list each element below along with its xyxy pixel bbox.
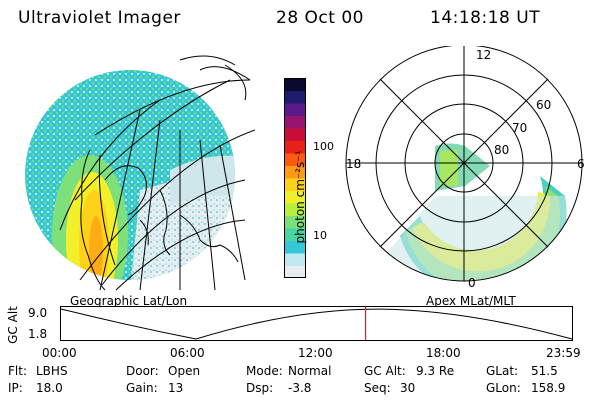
colorbar-segment: [284, 140, 306, 154]
geographic-auroral-image: [25, 55, 256, 291]
altitude-timeline: [60, 306, 573, 341]
colorbar-segment: [284, 165, 306, 179]
mlat-label-70: 70: [512, 121, 528, 135]
status-seq-value: 30: [400, 381, 416, 395]
colorbar-segment: [284, 128, 306, 141]
time-label: 14:18:18 UT: [430, 8, 541, 28]
status-door-key: Door:: [126, 364, 159, 378]
timeline-ytick-low: 1.8: [28, 327, 48, 341]
status-glat-value: 51.5: [531, 364, 558, 378]
colorbar-segment: [284, 215, 306, 229]
mlt-label-18: 18: [346, 157, 362, 171]
timeline-xtick-0600: 06:00: [170, 346, 205, 360]
colorbar-segment: [284, 115, 306, 129]
status-glon-key: GLon:: [486, 381, 521, 395]
status-door-value: Open: [168, 364, 201, 378]
colorbar-tick-10: 10: [313, 229, 327, 242]
status-mode-key: Mode:: [246, 364, 283, 378]
colorbar-segment: [284, 78, 306, 91]
colorbar: [284, 78, 306, 278]
colorbar-segment: [284, 203, 306, 216]
mlt-label-6: 6: [577, 157, 585, 171]
colorbar-tick-100: 100: [313, 140, 334, 153]
date-label: 28 Oct 00: [276, 8, 364, 28]
colorbar-segment: [284, 103, 306, 116]
status-gcalt-value: 9.3 Re: [416, 364, 455, 378]
colorbar-segment: [284, 153, 306, 166]
colorbar-segment: [284, 228, 306, 241]
timeline-axis-label: GC Alt: [6, 306, 20, 344]
apex-caption: Apex MLat/MLT: [426, 294, 516, 308]
status-ip-value: 18.0: [36, 381, 63, 395]
timeline-xtick-1800: 18:00: [426, 346, 461, 360]
status-glat-key: GLat:: [486, 364, 519, 378]
instrument-title: Ultraviolet Imager: [18, 8, 181, 28]
status-gain-key: Gain:: [126, 381, 158, 395]
status-flt-key: Flt:: [8, 364, 27, 378]
geographic-caption: Geographic Lat/Lon: [70, 294, 188, 308]
status-glon-value: 158.9: [531, 381, 566, 395]
timeline-xtick-2359: 23:59: [546, 346, 581, 360]
timeline-xtick-1200: 12:00: [298, 346, 333, 360]
status-seq-key: Seq:: [364, 381, 391, 395]
status-dsp-key: Dsp:: [246, 381, 274, 395]
colorbar-segment: [284, 240, 306, 254]
mlat-label-80: 80: [494, 143, 510, 157]
timeline-ytick-high: 9.0: [28, 306, 48, 320]
polar-mlat-mlt-plot: [345, 46, 583, 282]
colorbar-segment: [284, 178, 306, 191]
colorbar-segment: [284, 190, 306, 204]
mlt-label-0: 0: [468, 276, 476, 290]
status-flt-value: LBHS: [36, 364, 68, 378]
mlt-label-12: 12: [476, 48, 492, 62]
status-ip-key: IP:: [8, 381, 23, 395]
colorbar-segment: [284, 265, 306, 278]
colorbar-segment: [284, 90, 306, 104]
status-dsp-value: -3.8: [288, 381, 312, 395]
status-gcalt-key: GC Alt:: [364, 364, 406, 378]
status-gain-value: 13: [168, 381, 184, 395]
mlat-label-60: 60: [536, 98, 552, 112]
status-mode-value: Normal: [288, 364, 332, 378]
timeline-xtick-0000: 00:00: [42, 346, 77, 360]
colorbar-segment: [284, 253, 306, 266]
colorbar-unit-label: photon cm⁻²s⁻¹: [293, 150, 307, 244]
